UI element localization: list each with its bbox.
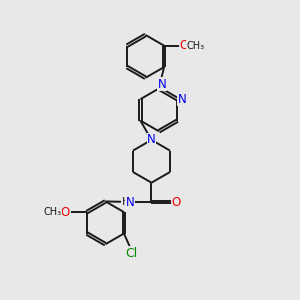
Text: O: O: [180, 39, 189, 52]
Text: N: N: [178, 93, 187, 106]
Text: N: N: [147, 134, 156, 146]
Text: O: O: [172, 196, 181, 208]
Text: N: N: [158, 78, 166, 91]
Text: Cl: Cl: [125, 247, 137, 260]
Text: O: O: [61, 206, 70, 219]
Text: N: N: [125, 196, 134, 208]
Text: H: H: [122, 197, 130, 207]
Text: CH₃: CH₃: [187, 41, 205, 51]
Text: CH₃: CH₃: [43, 207, 61, 217]
